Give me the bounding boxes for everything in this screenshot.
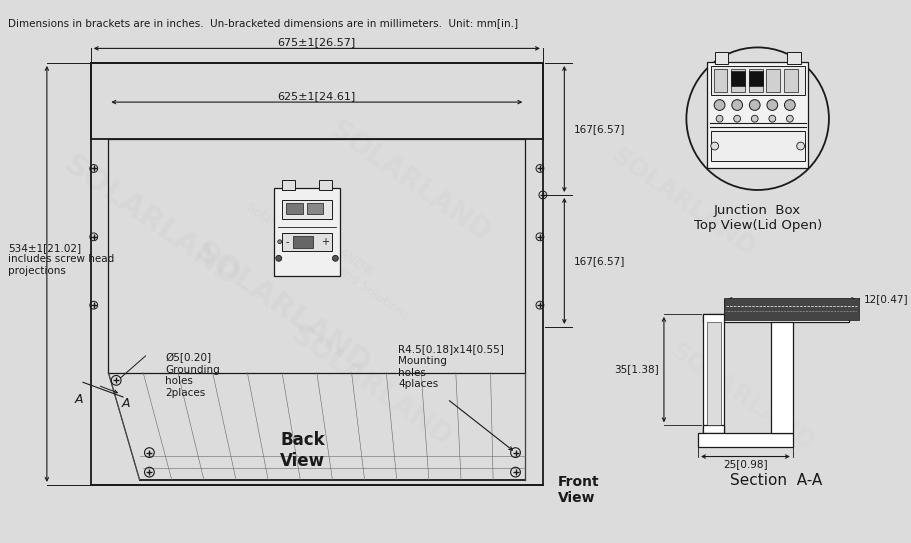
Bar (731, 69, 744, 92)
Bar (108, 139, 525, 372)
Text: 625±1[24.61]: 625±1[24.61] (278, 91, 355, 101)
Circle shape (768, 115, 775, 122)
Bar (281, 180, 295, 190)
Circle shape (766, 100, 777, 110)
Circle shape (278, 240, 281, 244)
Circle shape (715, 115, 722, 122)
Text: 35[1.38]: 35[1.38] (614, 364, 659, 374)
Bar (713, 69, 727, 92)
Bar (319, 180, 333, 190)
Text: Front
View: Front View (557, 475, 599, 505)
Circle shape (749, 100, 759, 110)
Bar (91, 63, 542, 139)
Bar (748, 69, 762, 92)
Bar (91, 63, 542, 485)
Text: A: A (121, 397, 130, 411)
Circle shape (785, 115, 793, 122)
Text: Back
View: Back View (280, 431, 325, 470)
Text: SOLARLAND: SOLARLAND (324, 116, 495, 248)
Bar (706, 322, 720, 425)
Text: Dimensions in brackets are in inches.  Un-bracketed dimensions are in millimeter: Dimensions in brackets are in inches. Un… (8, 18, 517, 28)
Text: 675±1[26.57]: 675±1[26.57] (278, 37, 355, 48)
Circle shape (710, 142, 718, 150)
Circle shape (333, 255, 338, 261)
Text: Junction  Box
Top View(Lid Open): Junction Box Top View(Lid Open) (692, 204, 821, 232)
Text: SOLARLAND: SOLARLAND (606, 143, 760, 261)
Bar (723, 298, 858, 320)
Bar (273, 188, 340, 276)
Text: 167[6.57]: 167[6.57] (573, 124, 625, 134)
Bar (786, 52, 800, 64)
Bar (731, 71, 744, 86)
Circle shape (796, 142, 804, 150)
Bar (293, 236, 312, 248)
Text: SOLARLAND®
Solar Technology and Solutions: SOLARLAND® Solar Technology and Solution… (244, 188, 419, 323)
Text: 25[0.98]: 25[0.98] (722, 459, 767, 469)
Bar (710, 131, 804, 161)
Text: -: - (285, 237, 289, 247)
Text: SOLARLAND: SOLARLAND (285, 321, 456, 453)
Circle shape (733, 115, 740, 122)
Bar (702, 425, 723, 433)
Text: 534±1[21.02]
includes screw head
projections: 534±1[21.02] includes screw head project… (8, 243, 114, 276)
Text: SOLARLAND: SOLARLAND (665, 338, 818, 456)
Text: 12[0.47]: 12[0.47] (863, 294, 907, 304)
Text: Section  A-A: Section A-A (730, 473, 822, 489)
Circle shape (783, 100, 794, 110)
Bar (706, 62, 807, 168)
Bar (281, 233, 333, 250)
Bar (307, 203, 322, 214)
Circle shape (731, 100, 742, 110)
Bar (771, 322, 792, 433)
Text: 167[6.57]: 167[6.57] (573, 256, 625, 266)
Text: R4.5[0.18]x14[0.55]
Mounting
holes
4places: R4.5[0.18]x14[0.55] Mounting holes 4plac… (398, 344, 504, 389)
Bar (710, 66, 804, 95)
Bar (748, 71, 762, 86)
Text: A: A (75, 393, 83, 406)
Text: +: + (321, 237, 328, 247)
Bar (702, 314, 723, 433)
Bar (765, 69, 779, 92)
Bar (281, 200, 333, 219)
Bar (714, 52, 728, 64)
Text: SOLARLAND: SOLARLAND (57, 150, 244, 293)
Circle shape (275, 255, 281, 261)
Bar (783, 69, 797, 92)
Bar (697, 433, 792, 447)
Text: SOLARLAND: SOLARLAND (189, 237, 376, 381)
Bar (702, 314, 848, 322)
Text: Ø5[0.20]
Grounding
holes
2places: Ø5[0.20] Grounding holes 2places (165, 353, 220, 398)
Bar (285, 203, 302, 214)
Circle shape (751, 115, 757, 122)
Circle shape (686, 47, 828, 190)
Circle shape (713, 100, 724, 110)
